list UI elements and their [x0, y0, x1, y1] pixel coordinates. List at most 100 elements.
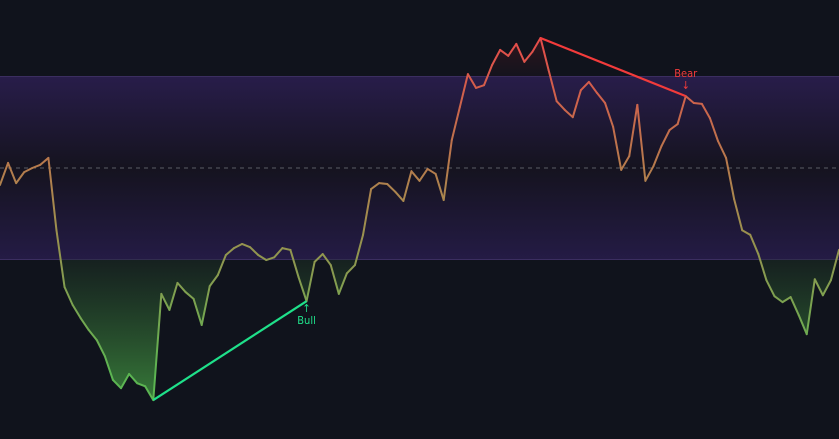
rsi-line-segment: [636, 103, 647, 182]
rsi-line-segment: [378, 182, 389, 186]
rsi-line-segment: [765, 279, 776, 298]
rsi-line-segment: [47, 156, 58, 232]
rsi-line-segment: [362, 188, 373, 236]
rsi-line-segment: [128, 372, 139, 385]
rsi-line-segment: [813, 278, 824, 297]
rsi-line-segment: [79, 317, 90, 332]
rsi-line-segment: [200, 285, 211, 327]
rsi-line-segment: [797, 313, 808, 336]
rsi-line-segment: [539, 36, 550, 72]
rsi-line-segment: [749, 233, 760, 256]
rsi-line-segment: [483, 64, 494, 87]
rsi-line-segment: [418, 167, 429, 182]
rsi-line-segment: [31, 163, 42, 170]
rsi-line-segment: [289, 248, 300, 278]
rsi-line-segment: [725, 156, 736, 201]
rsi-line-segment: [103, 355, 114, 381]
rsi-line-segment: [120, 372, 131, 390]
rsi-line-segment: [523, 50, 534, 63]
rsi-line-segment: [168, 281, 179, 311]
rsi-line-segment: [15, 171, 26, 185]
rsi-line-segment: [273, 247, 284, 259]
rsi-line-segment: [660, 129, 671, 148]
rsi-line-segment: [63, 286, 74, 306]
rsi-line-segment: [595, 91, 607, 104]
rsi-line-segment: [305, 260, 316, 303]
rsi-line-segment: [612, 125, 623, 171]
rsi-line-segment: [136, 382, 147, 388]
arrow-up-icon: ↑: [302, 302, 311, 316]
rsi-line-segment: [353, 233, 365, 267]
oversold-fill: [0, 259, 839, 401]
rsi-line-segment: [579, 80, 590, 92]
rsi-line-segment: [805, 278, 816, 336]
rsi-line-segment: [249, 246, 260, 256]
rsi-line-segment: [394, 190, 405, 202]
rsi-line-segment: [507, 42, 518, 57]
rsi-line-segment: [216, 253, 227, 277]
rsi-line-segment: [402, 170, 413, 202]
rsi-line-segment: [39, 156, 50, 166]
rsi-line-segment: [426, 167, 437, 175]
rsi-line-segment: [644, 165, 655, 182]
rsi-line-segment: [781, 296, 792, 304]
rsi-line-segment: [773, 295, 784, 304]
rsi-line-segment: [676, 95, 687, 126]
bullish-divergence-line: [152, 300, 308, 402]
rsi-line-segment: [386, 183, 397, 193]
rsi-line-segment: [410, 170, 421, 182]
rsi-line-segment: [450, 106, 461, 142]
rsi-line-segment: [265, 256, 276, 262]
rsi-line-segment: [281, 247, 292, 251]
rsi-line-segment: [152, 292, 163, 402]
rsi-line-segment: [466, 73, 477, 89]
rsi-line-segment: [434, 172, 445, 202]
rsi-line-segment: [370, 182, 381, 191]
rsi-line-segment: [821, 279, 832, 297]
rsi-line-segment: [160, 292, 171, 311]
rsi-line-segment: [547, 69, 558, 103]
rsi-line-segment: [184, 291, 195, 300]
rsi-line-segment: [716, 139, 728, 159]
rsi-line-segment: [700, 102, 711, 120]
bear-divergence-label: Bear ↓: [674, 67, 698, 93]
rsi-line-segment: [87, 329, 98, 342]
rsi-line-segment: [458, 73, 469, 109]
rsi-line-segment: [652, 145, 663, 168]
rsi-line-segment: [23, 167, 34, 174]
bearish-divergence-line: [540, 36, 687, 98]
rsi-line-segment: [555, 100, 566, 111]
rsi-line-segment: [345, 264, 356, 275]
rsi-line-segment: [474, 84, 486, 89]
rsi-line-segment: [55, 229, 66, 289]
arrow-down-icon: ↓: [681, 79, 690, 93]
rsi-line-segment: [604, 101, 615, 128]
rsi-line-segment: [313, 253, 324, 263]
rsi-line-segment: [620, 155, 631, 171]
rsi-line-segment: [71, 303, 82, 320]
rsi-line-segment: [491, 48, 502, 67]
rsi-line-segment: [176, 281, 187, 294]
rsi-line-segment: [329, 264, 340, 295]
rsi-line-segment: [563, 108, 574, 119]
rsi-line-segment: [733, 198, 744, 232]
rsi-line-segment: [628, 103, 639, 158]
rsi-line-segment: [829, 248, 839, 282]
rsi-line-segment: [0, 161, 10, 186]
rsi-line-segment: [297, 275, 308, 303]
rsi-line-segment: [668, 123, 679, 132]
rsi-line-segment: [144, 385, 155, 402]
rsi-line-segment: [757, 253, 768, 282]
rsi-line-segment: [257, 253, 268, 262]
rsi-line-segment: [241, 242, 252, 249]
rsi-line-segment: [442, 139, 453, 202]
rsi-line-segment: [571, 89, 582, 119]
rsi-line-segment: [232, 242, 244, 250]
rsi-line-segment: [515, 42, 526, 63]
rsi-line-segment: [337, 272, 348, 295]
rsi-line-segment: [192, 297, 203, 327]
rsi-line-segment: [111, 378, 123, 390]
rsi-line-segment: [789, 296, 800, 316]
rsi-line-segment: [587, 80, 598, 94]
